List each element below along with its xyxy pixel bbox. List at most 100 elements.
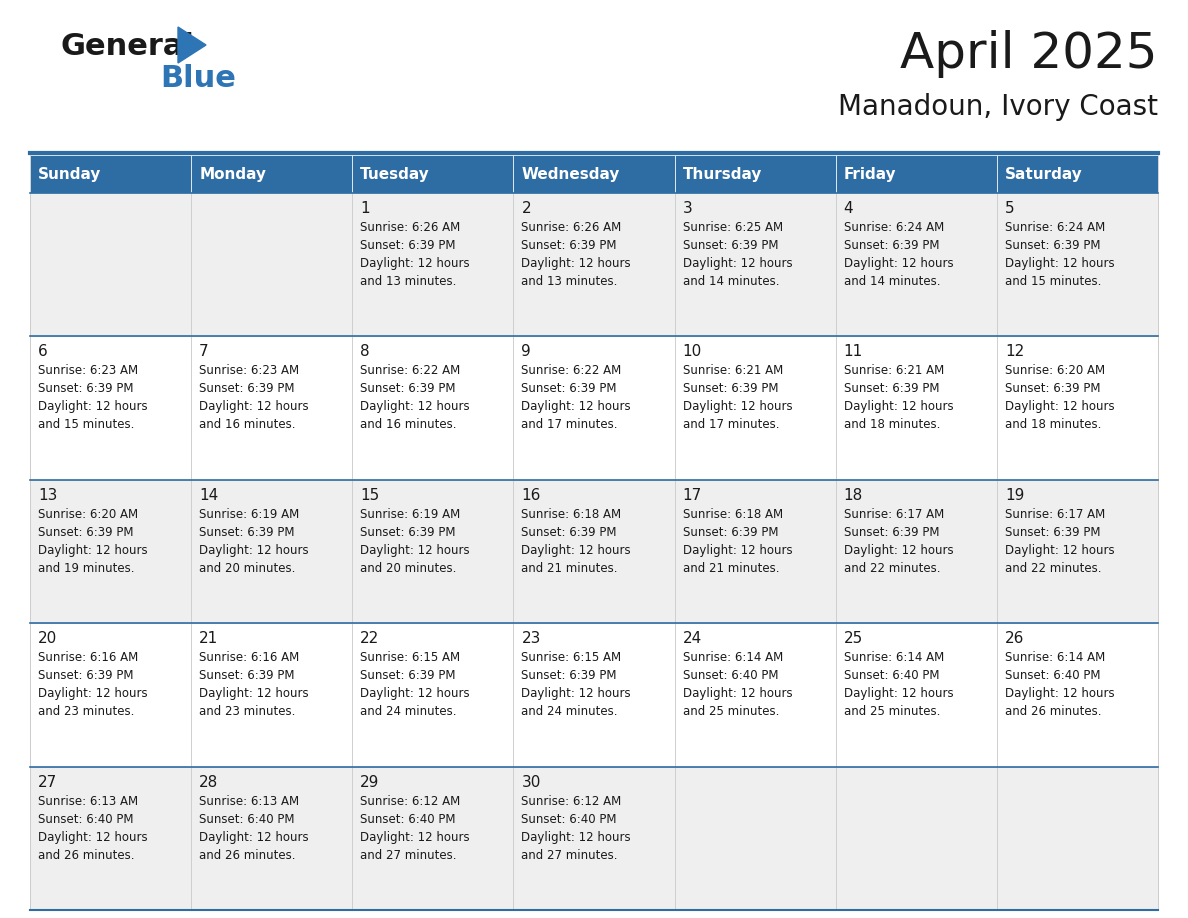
Text: 22: 22 <box>360 632 379 646</box>
Text: and 24 minutes.: and 24 minutes. <box>522 705 618 718</box>
Text: Daylight: 12 hours: Daylight: 12 hours <box>360 831 470 844</box>
Text: Sunrise: 6:24 AM: Sunrise: 6:24 AM <box>1005 221 1105 234</box>
Text: and 19 minutes.: and 19 minutes. <box>38 562 134 575</box>
Text: Sunrise: 6:25 AM: Sunrise: 6:25 AM <box>683 221 783 234</box>
Bar <box>191 336 353 480</box>
Bar <box>513 623 675 767</box>
Text: Sunrise: 6:22 AM: Sunrise: 6:22 AM <box>360 364 461 377</box>
Text: Sunrise: 6:13 AM: Sunrise: 6:13 AM <box>38 795 138 808</box>
Text: Sunset: 6:39 PM: Sunset: 6:39 PM <box>200 526 295 539</box>
Bar <box>675 336 835 480</box>
Text: Daylight: 12 hours: Daylight: 12 hours <box>38 831 147 844</box>
Text: Sunset: 6:39 PM: Sunset: 6:39 PM <box>360 383 456 396</box>
Text: and 14 minutes.: and 14 minutes. <box>683 275 779 288</box>
Text: Sunset: 6:40 PM: Sunset: 6:40 PM <box>200 812 295 825</box>
Text: 17: 17 <box>683 487 702 503</box>
Text: Sunrise: 6:15 AM: Sunrise: 6:15 AM <box>522 651 621 665</box>
Text: Daylight: 12 hours: Daylight: 12 hours <box>522 257 631 270</box>
Bar <box>513 767 675 910</box>
Text: 28: 28 <box>200 775 219 789</box>
Bar <box>513 155 675 193</box>
Text: 24: 24 <box>683 632 702 646</box>
Text: 30: 30 <box>522 775 541 789</box>
Text: Sunrise: 6:16 AM: Sunrise: 6:16 AM <box>38 651 138 665</box>
Text: Sunrise: 6:18 AM: Sunrise: 6:18 AM <box>522 508 621 521</box>
Bar <box>30 155 191 193</box>
Text: 15: 15 <box>360 487 379 503</box>
Text: Sunrise: 6:23 AM: Sunrise: 6:23 AM <box>38 364 138 377</box>
Bar <box>835 336 997 480</box>
Text: Sunset: 6:39 PM: Sunset: 6:39 PM <box>1005 526 1100 539</box>
Bar <box>191 623 353 767</box>
Text: 18: 18 <box>843 487 862 503</box>
Text: Daylight: 12 hours: Daylight: 12 hours <box>843 400 953 413</box>
Text: Daylight: 12 hours: Daylight: 12 hours <box>683 400 792 413</box>
Text: Daylight: 12 hours: Daylight: 12 hours <box>683 543 792 557</box>
Bar <box>30 480 191 623</box>
Text: Sunrise: 6:16 AM: Sunrise: 6:16 AM <box>200 651 299 665</box>
Text: Sunset: 6:40 PM: Sunset: 6:40 PM <box>522 812 617 825</box>
Text: Sunset: 6:39 PM: Sunset: 6:39 PM <box>200 383 295 396</box>
Text: Daylight: 12 hours: Daylight: 12 hours <box>200 400 309 413</box>
Text: and 24 minutes.: and 24 minutes. <box>360 705 456 718</box>
Bar <box>997 767 1158 910</box>
Text: 20: 20 <box>38 632 57 646</box>
Text: and 15 minutes.: and 15 minutes. <box>1005 275 1101 288</box>
Text: Daylight: 12 hours: Daylight: 12 hours <box>843 688 953 700</box>
Text: Daylight: 12 hours: Daylight: 12 hours <box>38 688 147 700</box>
Text: Sunset: 6:39 PM: Sunset: 6:39 PM <box>38 383 133 396</box>
Text: Sunset: 6:39 PM: Sunset: 6:39 PM <box>843 526 940 539</box>
Bar <box>835 193 997 336</box>
Text: 25: 25 <box>843 632 862 646</box>
Text: Daylight: 12 hours: Daylight: 12 hours <box>200 831 309 844</box>
Text: Daylight: 12 hours: Daylight: 12 hours <box>522 688 631 700</box>
Bar <box>191 480 353 623</box>
Text: Daylight: 12 hours: Daylight: 12 hours <box>522 400 631 413</box>
Bar <box>191 767 353 910</box>
Text: Sunset: 6:39 PM: Sunset: 6:39 PM <box>522 669 617 682</box>
Text: Sunset: 6:39 PM: Sunset: 6:39 PM <box>683 239 778 252</box>
Text: and 27 minutes.: and 27 minutes. <box>522 848 618 862</box>
Text: Daylight: 12 hours: Daylight: 12 hours <box>1005 257 1114 270</box>
Text: and 17 minutes.: and 17 minutes. <box>522 419 618 431</box>
Bar <box>30 193 191 336</box>
Bar <box>191 155 353 193</box>
Text: and 14 minutes.: and 14 minutes. <box>843 275 940 288</box>
Text: and 25 minutes.: and 25 minutes. <box>683 705 779 718</box>
Text: Daylight: 12 hours: Daylight: 12 hours <box>360 400 470 413</box>
Text: Daylight: 12 hours: Daylight: 12 hours <box>843 543 953 557</box>
Text: Sunrise: 6:21 AM: Sunrise: 6:21 AM <box>843 364 944 377</box>
Text: and 18 minutes.: and 18 minutes. <box>843 419 940 431</box>
Text: 5: 5 <box>1005 201 1015 216</box>
Text: Sunrise: 6:14 AM: Sunrise: 6:14 AM <box>1005 651 1105 665</box>
Bar <box>835 155 997 193</box>
Bar <box>353 480 513 623</box>
Text: and 23 minutes.: and 23 minutes. <box>38 705 134 718</box>
Text: 3: 3 <box>683 201 693 216</box>
Polygon shape <box>178 27 206 63</box>
Text: Sunrise: 6:20 AM: Sunrise: 6:20 AM <box>38 508 138 521</box>
Text: and 17 minutes.: and 17 minutes. <box>683 419 779 431</box>
Bar <box>675 767 835 910</box>
Bar <box>675 155 835 193</box>
Text: Saturday: Saturday <box>1005 166 1082 182</box>
Bar <box>353 193 513 336</box>
Text: Monday: Monday <box>200 166 266 182</box>
Bar <box>675 623 835 767</box>
Text: 9: 9 <box>522 344 531 360</box>
Text: 14: 14 <box>200 487 219 503</box>
Text: 29: 29 <box>360 775 380 789</box>
Text: Sunrise: 6:15 AM: Sunrise: 6:15 AM <box>360 651 461 665</box>
Text: and 26 minutes.: and 26 minutes. <box>200 848 296 862</box>
Text: Daylight: 12 hours: Daylight: 12 hours <box>360 688 470 700</box>
Text: Sunset: 6:39 PM: Sunset: 6:39 PM <box>683 383 778 396</box>
Text: Sunset: 6:39 PM: Sunset: 6:39 PM <box>522 526 617 539</box>
Text: Daylight: 12 hours: Daylight: 12 hours <box>1005 400 1114 413</box>
Text: and 21 minutes.: and 21 minutes. <box>522 562 618 575</box>
Text: Sunrise: 6:13 AM: Sunrise: 6:13 AM <box>200 795 299 808</box>
Text: Sunset: 6:39 PM: Sunset: 6:39 PM <box>683 526 778 539</box>
Text: Sunday: Sunday <box>38 166 101 182</box>
Text: Daylight: 12 hours: Daylight: 12 hours <box>1005 543 1114 557</box>
Text: Sunrise: 6:17 AM: Sunrise: 6:17 AM <box>1005 508 1105 521</box>
Bar <box>513 193 675 336</box>
